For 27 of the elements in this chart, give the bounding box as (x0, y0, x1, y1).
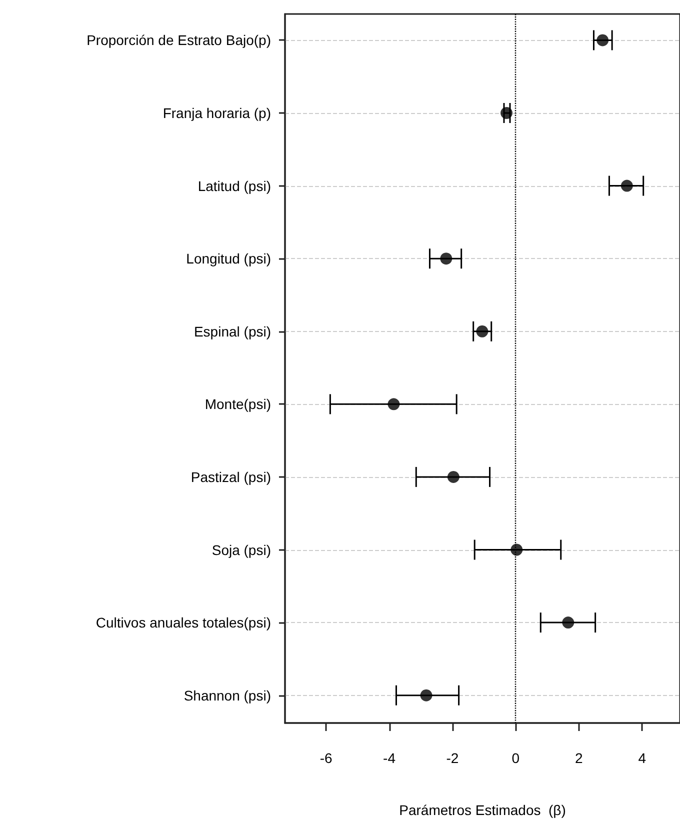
point (447, 470, 460, 483)
point (500, 107, 513, 119)
point (562, 616, 574, 629)
y-tick-label: Proporción de Estrato Bajo(p) (86, 32, 271, 48)
point (510, 544, 523, 556)
y-tick-label: Monte(psi) (204, 396, 271, 412)
x-tick-label: 4 (638, 750, 646, 766)
y-tick-label: Shannon (psi) (184, 687, 271, 704)
x-tick-label: -4 (383, 750, 396, 766)
point (440, 252, 452, 265)
y-tick-label: Soja (psi) (212, 542, 271, 558)
y-tick-label: Cultivos anuales totales(psi) (96, 614, 271, 631)
y-tick-label: Pastizal (psi) (190, 468, 271, 485)
y-tick-label: Espinal (psi) (194, 323, 271, 340)
point (476, 325, 488, 338)
y-tick-label: Longitud (psi) (186, 250, 271, 267)
point (388, 398, 400, 410)
x-axis-title: Parámetros Estimados (β) (399, 802, 566, 818)
point (420, 689, 432, 702)
x-tick-label: -2 (446, 750, 459, 766)
point (620, 180, 633, 192)
y-tick-label: Franja horaria (p) (162, 105, 271, 121)
x-tick-label: 0 (512, 750, 520, 766)
x-tick-label: -6 (320, 750, 333, 766)
y-tick-label: Latitud (psi) (198, 178, 271, 194)
x-tick-label: 2 (574, 750, 583, 766)
point (596, 34, 609, 46)
